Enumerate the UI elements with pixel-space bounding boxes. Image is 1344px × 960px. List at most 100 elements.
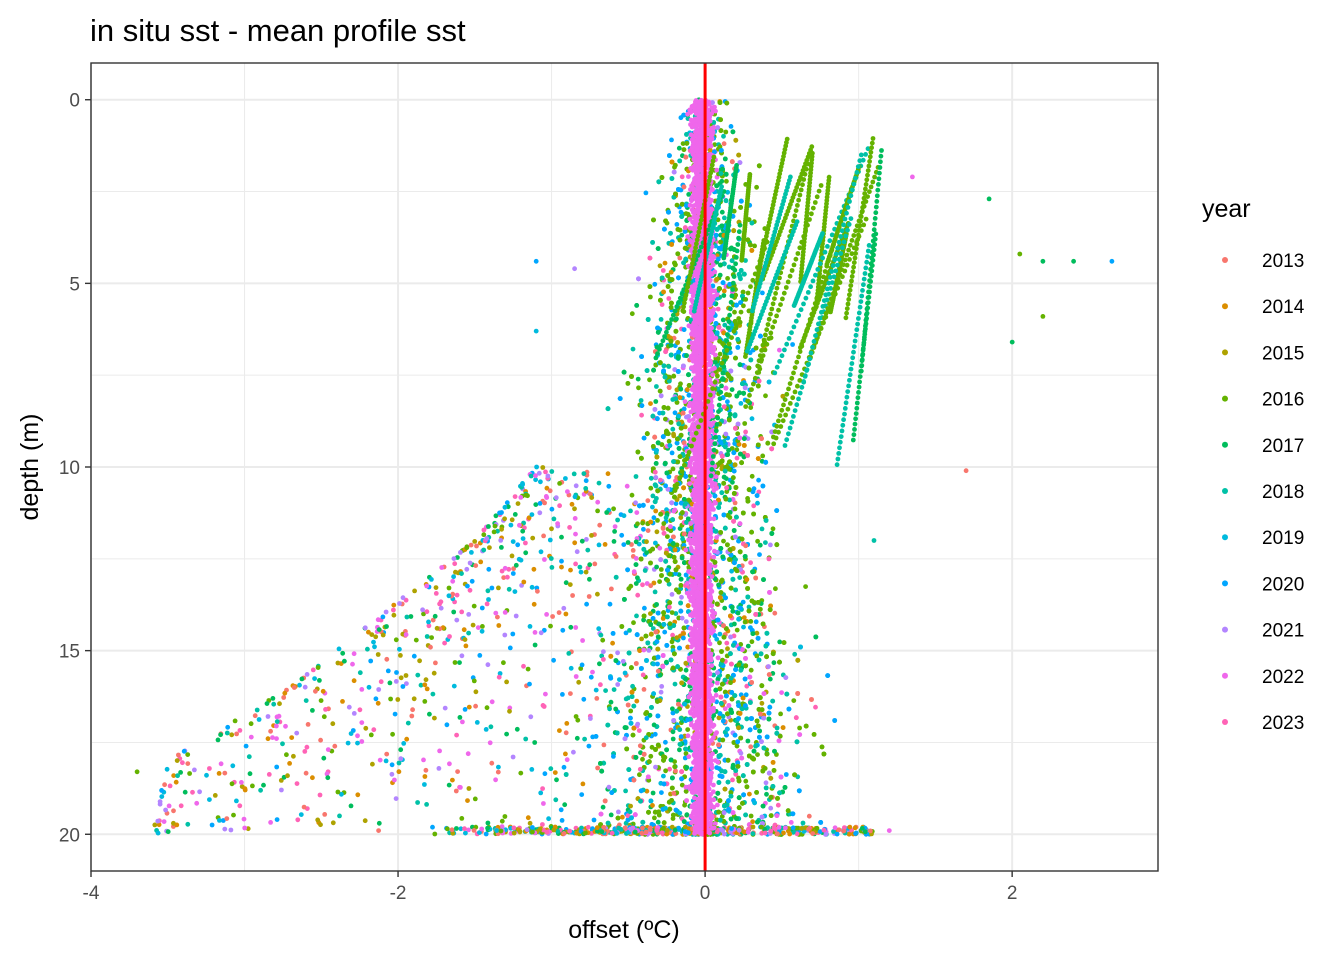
data-point [669,176,675,181]
data-point [676,349,681,355]
data-point [614,730,620,736]
data-point [748,242,753,248]
data-point [719,453,725,459]
data-point [760,483,766,489]
data-point [679,594,684,600]
data-point [676,698,681,704]
data-point [763,643,769,649]
data-point [655,246,661,252]
data-point [669,288,674,294]
data-point [686,414,691,419]
data-point [666,364,672,369]
data-point [754,653,760,659]
data-point [673,316,679,322]
data-point [631,620,636,626]
data-point [721,288,727,294]
data-point [605,406,611,412]
data-point [754,790,759,795]
data-point [754,493,760,498]
data-point [669,159,675,165]
data-point [736,703,741,708]
data-point [652,815,657,821]
data-point [635,376,641,382]
data-point [786,706,792,712]
data-point [759,700,765,706]
data-point [734,627,740,633]
data-point [615,650,620,656]
data-point [732,506,738,512]
data-point [738,198,744,204]
data-point [730,479,735,485]
data-point [660,653,666,658]
data-point [795,657,801,663]
data-point [716,505,722,510]
data-point [663,349,668,355]
data-point [666,209,671,215]
data-point [818,820,824,825]
data-point [676,701,681,707]
data-point [721,133,726,139]
data-point [650,240,655,245]
data-point [676,187,681,192]
data-point [765,440,771,446]
data-point [734,393,740,399]
data-point [675,369,681,374]
data-point [768,794,774,800]
data-point [598,811,604,817]
data-point [668,269,674,275]
data-point [667,571,673,577]
data-point [819,744,825,750]
data-point [743,812,748,818]
data-point [681,184,687,190]
data-point [649,705,654,710]
data-point [737,549,743,555]
data-point [662,260,668,266]
data-point [730,129,736,135]
data-point [783,772,789,777]
data-point [743,692,749,698]
data-point [662,629,668,635]
data-point [756,163,762,169]
data-point [763,459,769,465]
data-point [713,321,719,326]
data-point [742,421,748,426]
data-point [680,510,685,516]
data-point [772,610,778,616]
data-point [757,728,762,734]
data-point [721,141,727,147]
data-point [669,242,674,247]
data-point [809,697,814,702]
data-point [652,499,658,505]
data-point [717,686,723,692]
data-point [749,598,755,604]
data-point [714,183,720,189]
data-point [659,275,665,281]
data-point [767,607,773,613]
data-point [658,393,664,399]
data-point [749,639,755,645]
data-point [662,374,668,380]
data-point [740,599,746,605]
data-point [742,676,748,682]
data-point [760,621,766,627]
data-point [736,662,742,667]
data-point [733,587,738,593]
data-point [729,387,735,392]
data-point [653,461,659,466]
data-point [678,386,684,392]
data-point [655,819,661,825]
data-point [769,446,775,452]
data-point [714,330,720,336]
data-point [638,556,644,562]
data-point [652,281,658,287]
data-point [717,351,723,357]
data-point [725,711,730,717]
data-point [741,271,747,277]
data-point [736,805,742,811]
data-point [759,739,764,744]
data-point [639,666,644,671]
data-point [720,714,726,719]
data-point [654,639,660,645]
data-point [717,798,723,803]
data-point [684,798,689,803]
